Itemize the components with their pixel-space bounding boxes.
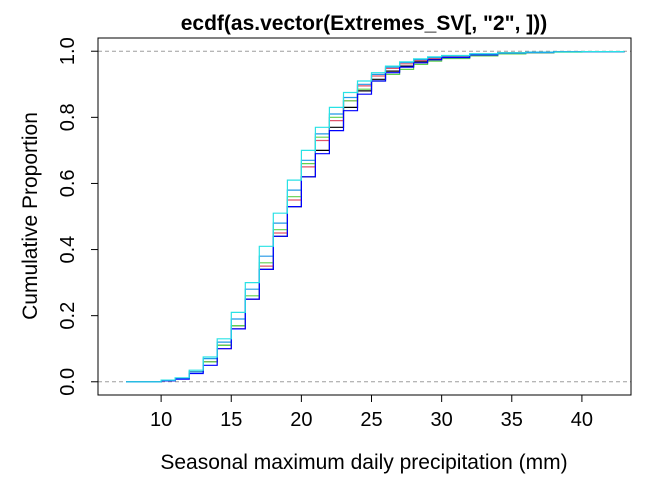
y-axis-label: Cumulative Proportion xyxy=(19,112,42,320)
series-line-2 xyxy=(126,51,625,383)
chart-title: ecdf(as.vector(Extremes_SV[, "2", ])) xyxy=(181,12,548,35)
y-tick-label-0: 0.0 xyxy=(57,368,79,396)
x-axis-label: Seasonal maximum daily precipitation (mm… xyxy=(160,451,567,474)
series-line-3 xyxy=(126,51,625,383)
y-tick-label-4: 0.8 xyxy=(57,103,79,131)
x-tick-label-5: 35 xyxy=(501,409,523,431)
y-axis: 0.0 0.2 0.4 0.6 0.8 1.0 xyxy=(57,37,98,396)
series-line-0 xyxy=(126,51,625,383)
x-tick-label-2: 20 xyxy=(290,409,312,431)
series-group xyxy=(126,51,625,383)
plot-frame xyxy=(97,37,632,396)
x-axis: 10 15 20 25 30 35 40 xyxy=(150,395,593,431)
x-tick-label-3: 25 xyxy=(360,409,382,431)
series-line-1 xyxy=(126,51,625,383)
series-line-4 xyxy=(126,51,625,383)
x-tick-label-6: 40 xyxy=(571,409,593,431)
series-line-5 xyxy=(126,51,625,383)
y-tick-label-3: 0.6 xyxy=(57,169,79,197)
y-tick-label-2: 0.4 xyxy=(57,236,79,264)
x-tick-label-1: 15 xyxy=(220,409,242,431)
y-tick-label-5: 1.0 xyxy=(57,37,79,65)
y-tick-label-1: 0.2 xyxy=(57,302,79,330)
x-tick-label-4: 30 xyxy=(431,409,453,431)
reference-lines xyxy=(98,50,631,383)
x-tick-label-0: 10 xyxy=(150,409,172,431)
